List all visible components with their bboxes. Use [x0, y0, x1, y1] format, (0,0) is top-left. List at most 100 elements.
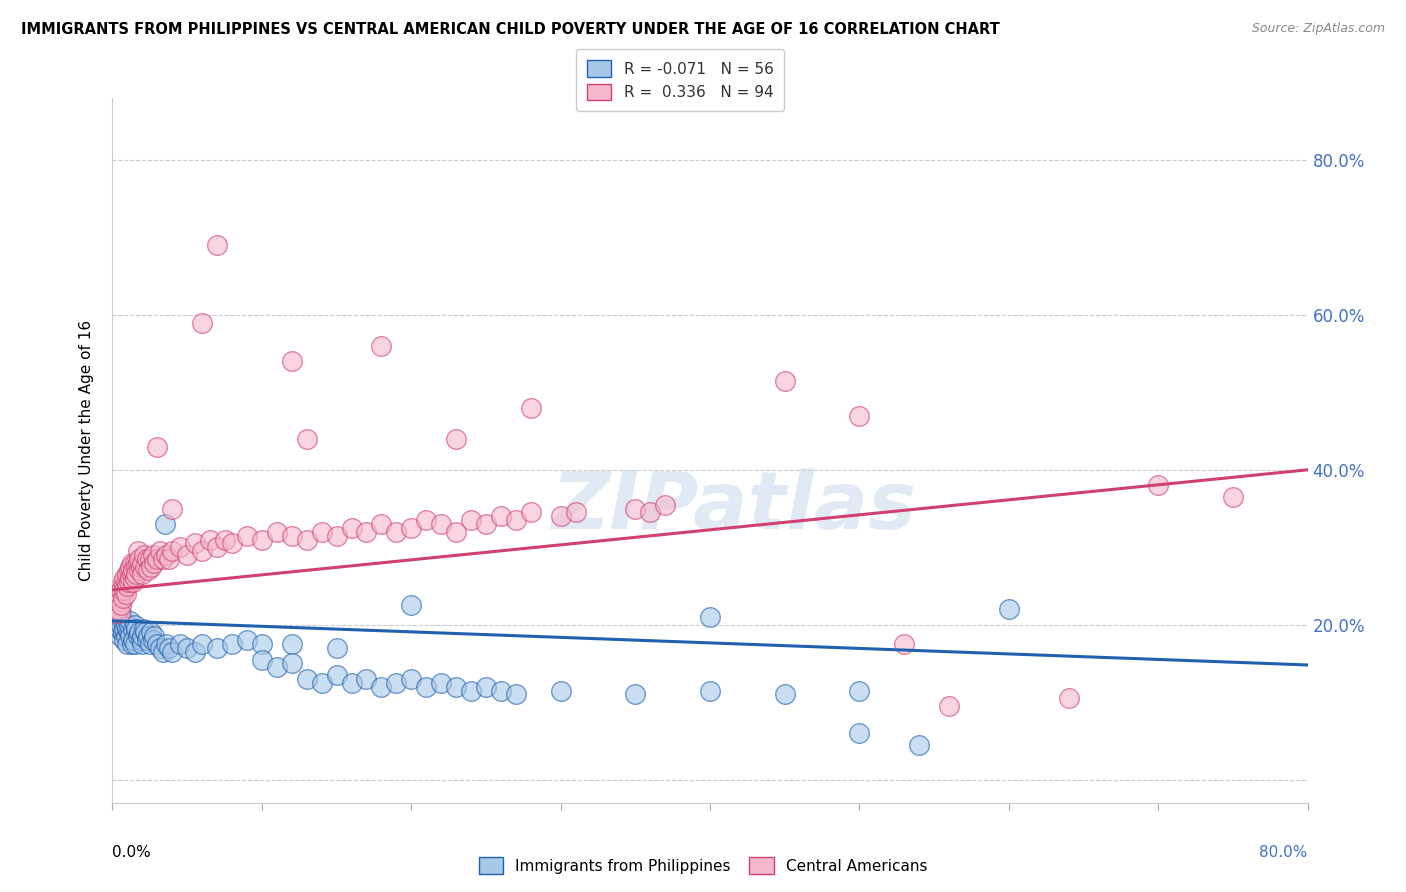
- Point: [134, 559, 156, 574]
- Point: [699, 683, 721, 698]
- Point: [143, 629, 166, 643]
- Point: [430, 516, 453, 531]
- Point: [938, 698, 960, 713]
- Point: [266, 524, 288, 539]
- Point: [142, 633, 165, 648]
- Point: [250, 533, 273, 547]
- Point: [131, 567, 153, 582]
- Point: [115, 575, 138, 590]
- Point: [124, 617, 146, 632]
- Point: [111, 575, 134, 590]
- Point: [138, 564, 160, 578]
- Text: 0.0%: 0.0%: [112, 845, 152, 860]
- Point: [356, 672, 378, 686]
- Point: [128, 564, 150, 578]
- Point: [311, 524, 333, 539]
- Point: [281, 354, 304, 368]
- Point: [134, 625, 156, 640]
- Point: [110, 599, 132, 613]
- Point: [115, 587, 138, 601]
- Point: [401, 672, 423, 686]
- Point: [520, 401, 543, 415]
- Point: [139, 552, 162, 566]
- Point: [127, 544, 149, 558]
- Point: [107, 622, 129, 636]
- Point: [114, 571, 135, 585]
- Point: [120, 629, 142, 643]
- Point: [385, 524, 408, 539]
- Point: [118, 617, 141, 632]
- Point: [281, 528, 304, 542]
- Point: [848, 409, 870, 423]
- Point: [893, 637, 915, 651]
- Point: [401, 599, 423, 613]
- Point: [236, 633, 259, 648]
- Point: [295, 432, 318, 446]
- Point: [117, 567, 139, 582]
- Point: [221, 637, 243, 651]
- Point: [1222, 490, 1244, 504]
- Point: [138, 629, 160, 643]
- Point: [325, 668, 347, 682]
- Point: [128, 625, 150, 640]
- Point: [176, 548, 198, 562]
- Point: [340, 521, 363, 535]
- Point: [120, 614, 142, 628]
- Point: [142, 548, 165, 562]
- Point: [118, 625, 141, 640]
- Point: [115, 617, 138, 632]
- Point: [125, 622, 148, 636]
- Point: [128, 552, 150, 566]
- Point: [475, 680, 498, 694]
- Point: [520, 505, 543, 519]
- Point: [107, 591, 129, 605]
- Point: [370, 680, 392, 694]
- Point: [311, 675, 333, 690]
- Point: [117, 622, 139, 636]
- Point: [120, 571, 142, 585]
- Point: [640, 505, 662, 519]
- Point: [117, 579, 139, 593]
- Point: [183, 536, 205, 550]
- Point: [1057, 691, 1080, 706]
- Point: [460, 513, 482, 527]
- Point: [773, 687, 796, 701]
- Point: [624, 687, 647, 701]
- Point: [110, 606, 132, 620]
- Point: [111, 614, 134, 628]
- Point: [108, 622, 131, 636]
- Point: [117, 637, 139, 651]
- Point: [550, 509, 572, 524]
- Point: [121, 556, 143, 570]
- Point: [108, 594, 131, 608]
- Y-axis label: Child Poverty Under the Age of 16: Child Poverty Under the Age of 16: [79, 320, 94, 581]
- Point: [155, 637, 177, 651]
- Point: [624, 501, 647, 516]
- Point: [120, 559, 142, 574]
- Point: [191, 544, 214, 558]
- Point: [132, 548, 155, 562]
- Point: [281, 657, 304, 671]
- Point: [370, 339, 392, 353]
- Point: [124, 571, 146, 585]
- Point: [111, 591, 134, 605]
- Legend: R = -0.071   N = 56, R =  0.336   N = 94: R = -0.071 N = 56, R = 0.336 N = 94: [576, 49, 785, 111]
- Point: [105, 606, 128, 620]
- Point: [146, 637, 169, 651]
- Point: [111, 625, 134, 640]
- Point: [370, 516, 392, 531]
- Point: [157, 640, 180, 655]
- Point: [214, 533, 236, 547]
- Point: [176, 640, 198, 655]
- Point: [131, 556, 153, 570]
- Point: [155, 548, 177, 562]
- Point: [250, 652, 273, 666]
- Point: [125, 559, 148, 574]
- Point: [114, 582, 135, 597]
- Point: [132, 622, 155, 636]
- Point: [124, 556, 146, 570]
- Point: [162, 501, 183, 516]
- Point: [505, 687, 527, 701]
- Legend: Immigrants from Philippines, Central Americans: Immigrants from Philippines, Central Ame…: [472, 851, 934, 880]
- Point: [143, 556, 166, 570]
